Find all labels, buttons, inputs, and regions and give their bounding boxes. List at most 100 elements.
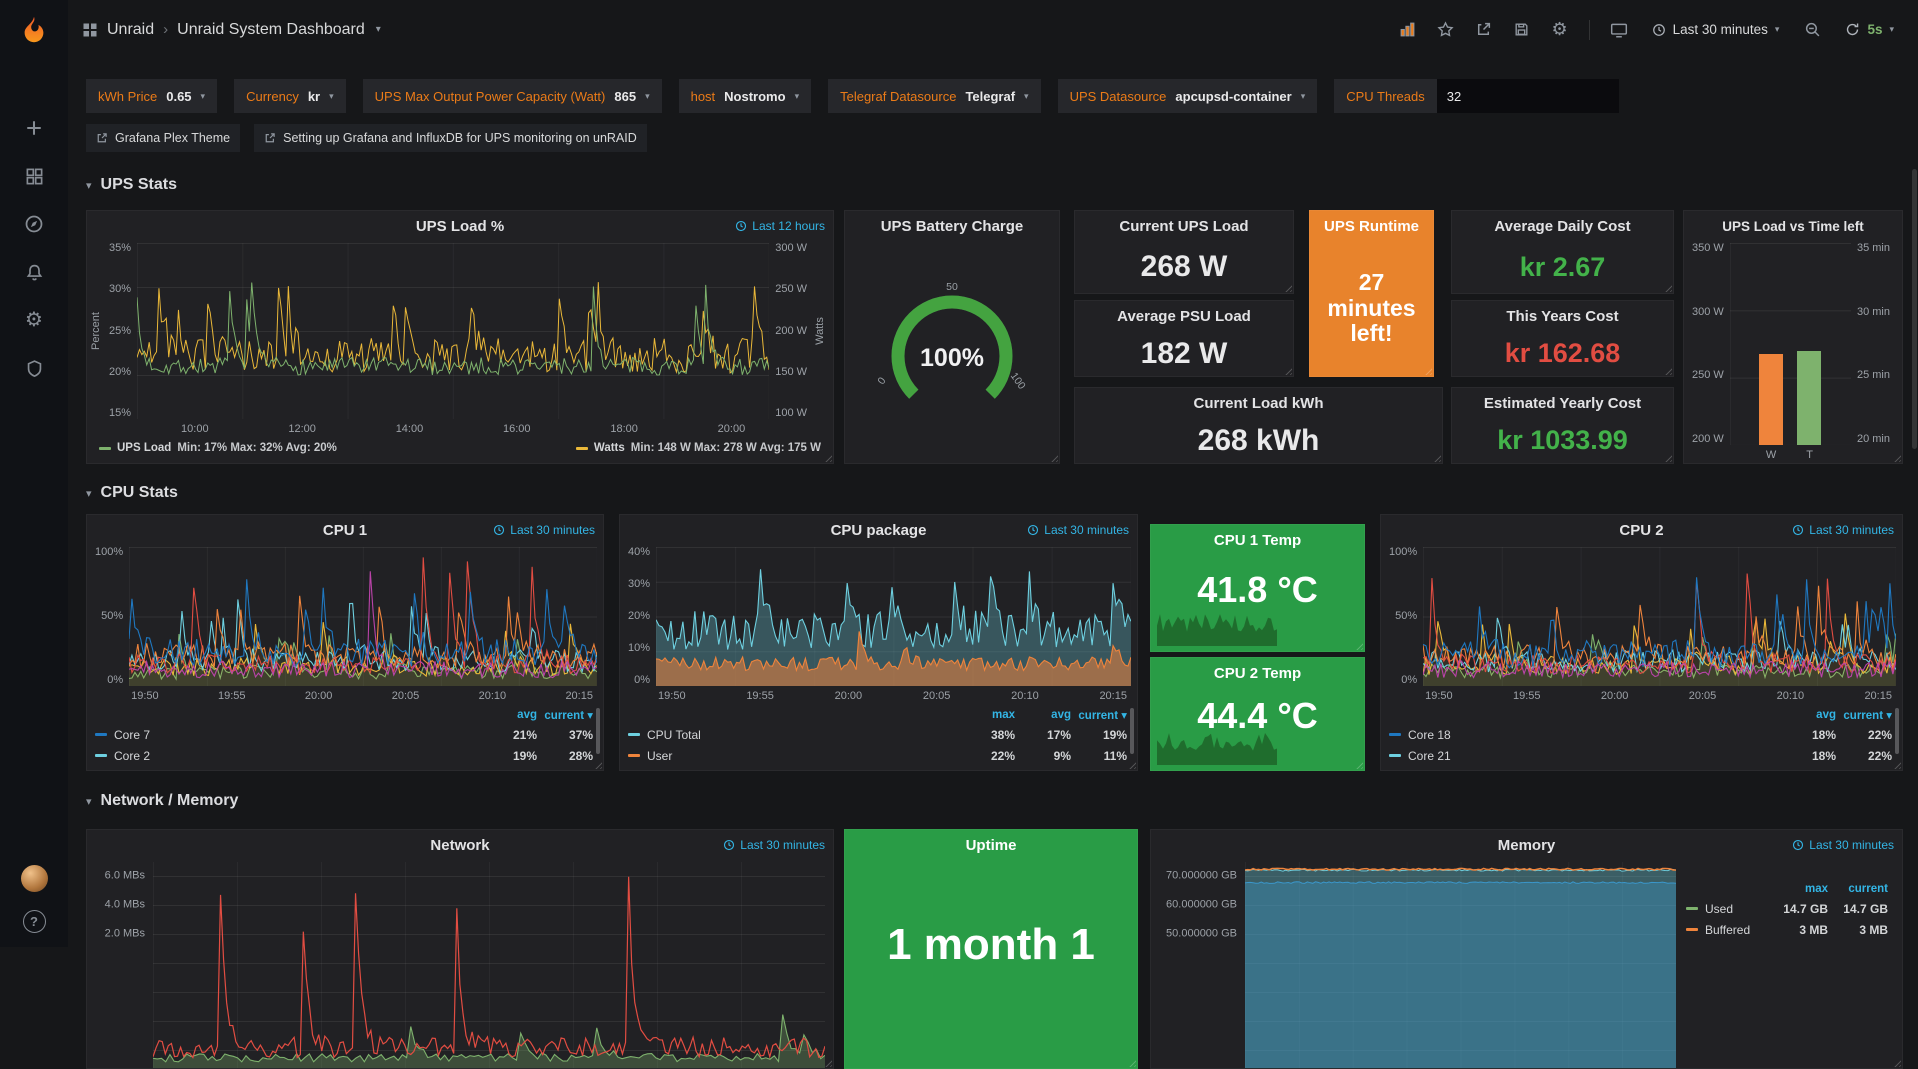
- panel-title[interactable]: UPS Load vs Time left: [1722, 218, 1864, 234]
- panel-title[interactable]: This Years Cost: [1506, 307, 1619, 325]
- settings-gear-icon[interactable]: ⚙: [1551, 19, 1568, 39]
- add-icon[interactable]: [0, 104, 68, 152]
- legend-row[interactable]: Core 2 19% 28%: [95, 745, 593, 766]
- legend-item[interactable]: Watts Min: 148 W Max: 278 W Avg: 175 W: [575, 442, 821, 454]
- legend-scrollbar[interactable]: [1895, 708, 1899, 754]
- panel-title[interactable]: Current UPS Load: [1119, 217, 1249, 235]
- panel-title[interactable]: Memory: [1497, 836, 1556, 854]
- panel-title[interactable]: Estimated Yearly Cost: [1483, 394, 1642, 412]
- y-axis: 100% 50% 0%: [95, 546, 124, 686]
- variable-dropdown[interactable]: host Nostromo ▾: [678, 79, 812, 113]
- panel-title[interactable]: Average PSU Load: [1117, 307, 1251, 325]
- dashboard-link[interactable]: Setting up Grafana and InfluxDB for UPS …: [254, 124, 647, 152]
- breadcrumb-separator-icon: ›: [163, 21, 169, 38]
- panel-title[interactable]: CPU package: [830, 521, 927, 539]
- dashboards-icon[interactable]: [0, 152, 68, 200]
- legend-table: max current Used 14.7 GB 14.7 GB Buffered 3 MB…: [1676, 862, 1894, 1068]
- panel-title[interactable]: UPS Runtime: [1323, 217, 1419, 235]
- time-override-badge: Last 30 minutes: [1792, 838, 1894, 852]
- title-caret-icon[interactable]: ▾: [375, 24, 381, 35]
- explore-compass-icon[interactable]: [0, 200, 68, 248]
- dashboard-link[interactable]: Grafana Plex Theme: [86, 124, 241, 152]
- ups-load-graph[interactable]: [137, 243, 770, 419]
- breadcrumb-folder[interactable]: Unraid: [107, 20, 155, 38]
- legend-row[interactable]: User 22% 9% 11%: [628, 745, 1127, 766]
- top-navbar: Unraid › Unraid System Dashboard ▾ ⚙ Las…: [68, 0, 1918, 59]
- panel-ups-runtime: UPS Runtime 27 minutes left!: [1309, 210, 1434, 377]
- gauge-value: 100%: [920, 344, 984, 372]
- y-axis: 100% 50% 0%: [1389, 546, 1418, 686]
- refresh-picker[interactable]: 5s ▾: [1835, 14, 1904, 46]
- help-icon[interactable]: ?: [22, 910, 46, 933]
- legend-row[interactable]: Core 21 18% 22%: [1389, 745, 1892, 766]
- variable-dropdown[interactable]: Telegraf Datasource Telegraf ▾: [828, 79, 1041, 113]
- legend-row[interactable]: Used 14.7 GB 14.7 GB: [1686, 898, 1888, 919]
- star-icon[interactable]: [1431, 15, 1461, 45]
- server-admin-shield-icon[interactable]: [0, 344, 68, 392]
- x-axis: 19:50 19:55 20:00 20:05 20:10 20:15: [1425, 690, 1892, 702]
- chevron-down-icon: ▾: [86, 179, 92, 192]
- panel-title[interactable]: Network: [430, 836, 490, 854]
- panel-uptime: Uptime 1 month 1: [844, 829, 1138, 1069]
- panel-title[interactable]: Current Load kWh: [1193, 394, 1324, 412]
- panel-cpu1-temp: CPU 1 Temp 41.8 °C: [1150, 524, 1365, 652]
- legend-row[interactable]: CPU Total 38% 17% 19%: [628, 724, 1127, 745]
- variable-dropdown[interactable]: UPS Max Output Power Capacity (Watt) 865 ▾: [362, 79, 662, 113]
- panel-title[interactable]: Average Daily Cost: [1494, 217, 1631, 235]
- panel-title[interactable]: CPU 1: [322, 521, 368, 539]
- alerting-bell-icon[interactable]: [0, 248, 68, 296]
- legend-row[interactable]: Core 18 18% 22%: [1389, 724, 1892, 745]
- panel-title[interactable]: CPU 1 Temp: [1213, 531, 1302, 549]
- page-title[interactable]: Unraid System Dashboard: [177, 20, 365, 38]
- network-graph[interactable]: [153, 862, 825, 1068]
- y-axis: 6.0 MBs 4.0 MBs 2.0 MBs: [104, 869, 145, 940]
- zoom-out-icon[interactable]: [1797, 15, 1827, 45]
- stat-value: kr 1033.99: [1497, 425, 1628, 455]
- panel-title[interactable]: Uptime: [965, 836, 1017, 854]
- panel-cpu2-temp: CPU 2 Temp 44.4 °C: [1150, 657, 1365, 771]
- grafana-logo-icon[interactable]: [0, 0, 68, 59]
- sidebar: ⚙ ?: [0, 0, 68, 947]
- time-override-badge: Last 30 minutes: [1027, 523, 1129, 537]
- time-override-badge: Last 12 hours: [735, 219, 825, 233]
- row-header-cpu-stats[interactable]: ▾ CPU Stats: [86, 484, 178, 501]
- cpu2-graph[interactable]: [1423, 547, 1896, 686]
- series-marker: [575, 446, 588, 450]
- panel-current-ups-load: Current UPS Load 268 W: [1074, 210, 1294, 294]
- memory-graph[interactable]: [1245, 862, 1676, 1068]
- configuration-gear-icon[interactable]: ⚙: [25, 309, 43, 331]
- legend-item[interactable]: UPS Load Min: 17% Max: 32% Avg: 20%: [99, 442, 337, 454]
- external-link-icon: [264, 132, 276, 144]
- variable-dropdown[interactable]: UPS Datasource apcupsd-container ▾: [1057, 79, 1318, 113]
- panel-ups-load-vs-time-left: UPS Load vs Time left 350 W 300 W 250 W 200…: [1683, 210, 1903, 464]
- save-icon[interactable]: [1507, 15, 1537, 45]
- variable-dropdown[interactable]: kWh Price 0.65 ▾: [86, 79, 218, 113]
- ups-bar-graph[interactable]: [1729, 243, 1851, 445]
- panel-title[interactable]: CPU 2 Temp: [1213, 664, 1302, 682]
- panel-average-psu-load: Average PSU Load 182 W: [1074, 300, 1294, 377]
- panel-title[interactable]: CPU 2: [1619, 521, 1664, 539]
- share-icon[interactable]: [1469, 15, 1499, 45]
- tv-mode-icon[interactable]: [1604, 15, 1634, 45]
- panel-title[interactable]: UPS Battery Charge: [880, 217, 1024, 235]
- page-scrollbar[interactable]: [1910, 59, 1918, 947]
- variable-dropdown[interactable]: Currency kr ▾: [234, 79, 346, 113]
- legend-row[interactable]: Core 7 21% 37%: [95, 724, 593, 745]
- variable-input[interactable]: [1436, 79, 1619, 113]
- panel-title[interactable]: UPS Load %: [415, 217, 505, 235]
- panel-cpu-2: CPU 2 Last 30 minutes 100% 50% 0% 19:50 19:…: [1380, 514, 1903, 771]
- time-range-picker[interactable]: Last 30 minutes ▾: [1642, 14, 1790, 46]
- y-axis-right: 35 min 30 min 25 min 20 min: [1856, 242, 1890, 445]
- time-override-badge: Last 30 minutes: [493, 523, 595, 537]
- variable-label: CPU Threads: [1334, 79, 1437, 113]
- row-header-ups-stats[interactable]: ▾ UPS Stats: [86, 176, 177, 193]
- cpu1-graph[interactable]: [129, 547, 597, 686]
- user-avatar[interactable]: [20, 865, 48, 892]
- row-header-network-memory[interactable]: ▾ Network / Memory: [86, 792, 239, 809]
- legend-scrollbar[interactable]: [596, 708, 600, 754]
- legend-row[interactable]: Buffered 3 MB 3 MB: [1686, 919, 1888, 940]
- add-panel-icon[interactable]: [1393, 15, 1423, 45]
- cpu-package-graph[interactable]: [656, 547, 1131, 686]
- legend-scrollbar[interactable]: [1130, 708, 1134, 754]
